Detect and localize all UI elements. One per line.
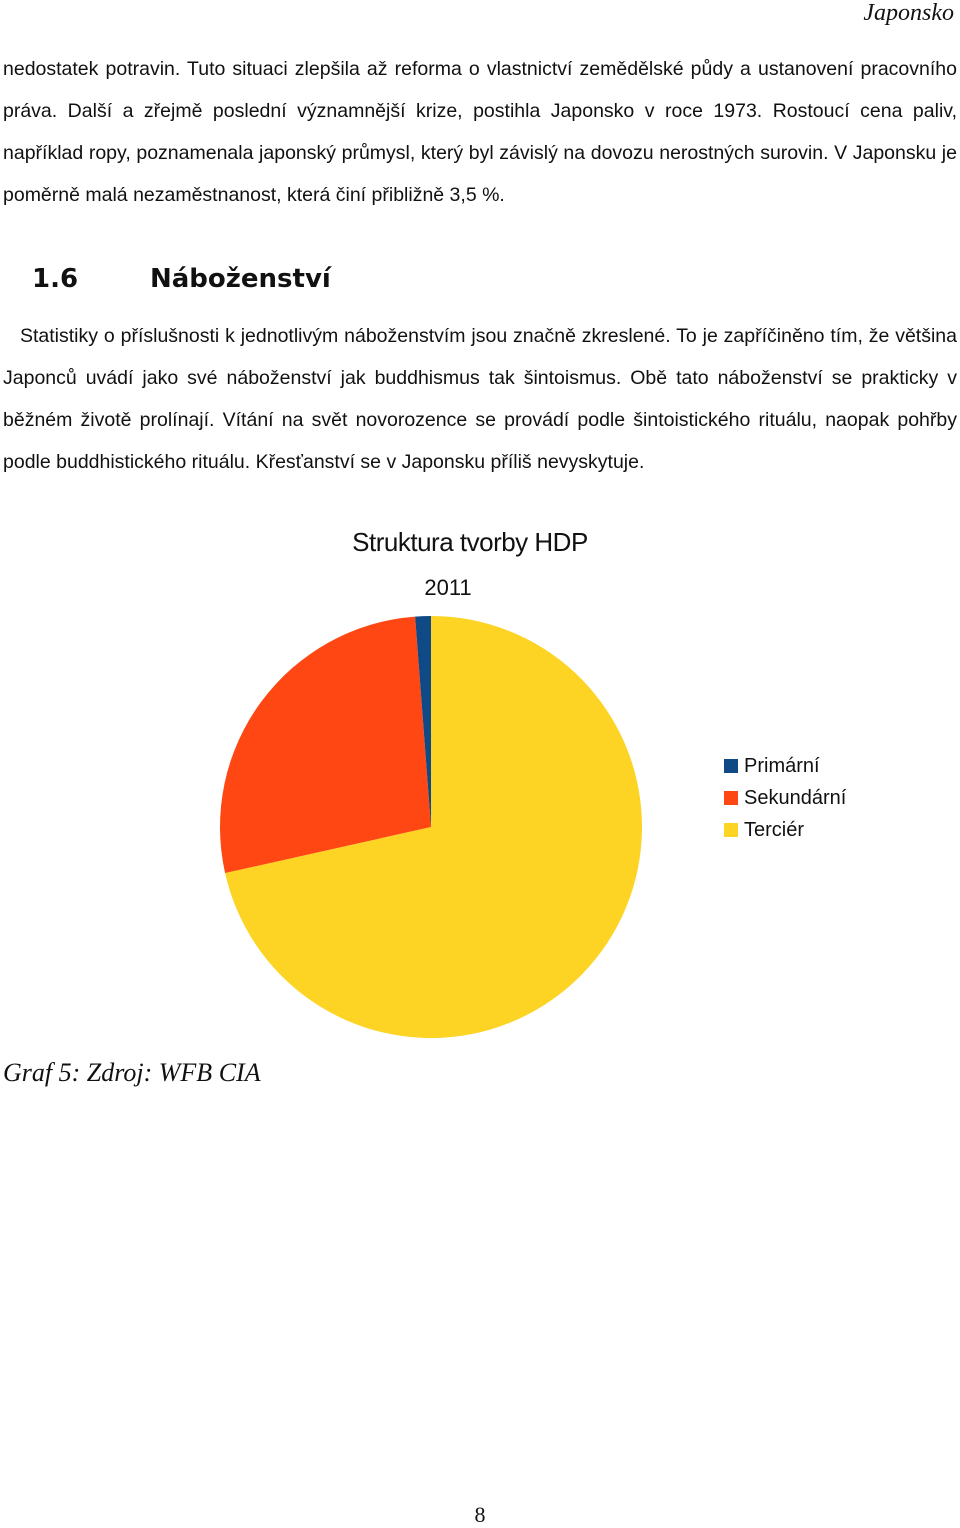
figure-caption: Graf 5: Zdroj: WFB CIA — [3, 1058, 261, 1087]
legend-swatch — [724, 823, 738, 837]
legend-item: Primární — [724, 750, 846, 782]
pie-chart — [219, 616, 643, 1038]
section-heading: 1.6 Náboženství — [32, 264, 331, 294]
section-title: Náboženství — [150, 264, 331, 294]
running-header: Japonsko — [863, 0, 954, 26]
chart-title: Struktura tvorby HDP — [352, 527, 588, 557]
pie-slice-sekundární — [219, 616, 431, 874]
pie-slice-terciér — [225, 616, 643, 1038]
legend-swatch — [724, 759, 738, 773]
legend-label: Primární — [744, 754, 820, 777]
legend-item: Terciér — [724, 814, 846, 846]
legend-swatch — [724, 791, 738, 805]
legend-label: Sekundární — [744, 786, 847, 809]
section-number: 1.6 — [32, 264, 79, 294]
legend-item: Sekundární — [724, 782, 846, 814]
page-number: 8 — [474, 1502, 486, 1527]
legend-label: Terciér — [744, 818, 805, 841]
chart-subtitle: 2011 — [424, 575, 472, 600]
pie-slice-primární — [415, 616, 431, 827]
paragraph-economy: nedostatek potravin. Tuto situaci zlepši… — [3, 58, 957, 206]
paragraph-religion: Statistiky o příslušnosti k jednotlivým … — [3, 325, 957, 473]
chart-legend: Primární Sekundární Terciér — [724, 750, 846, 846]
